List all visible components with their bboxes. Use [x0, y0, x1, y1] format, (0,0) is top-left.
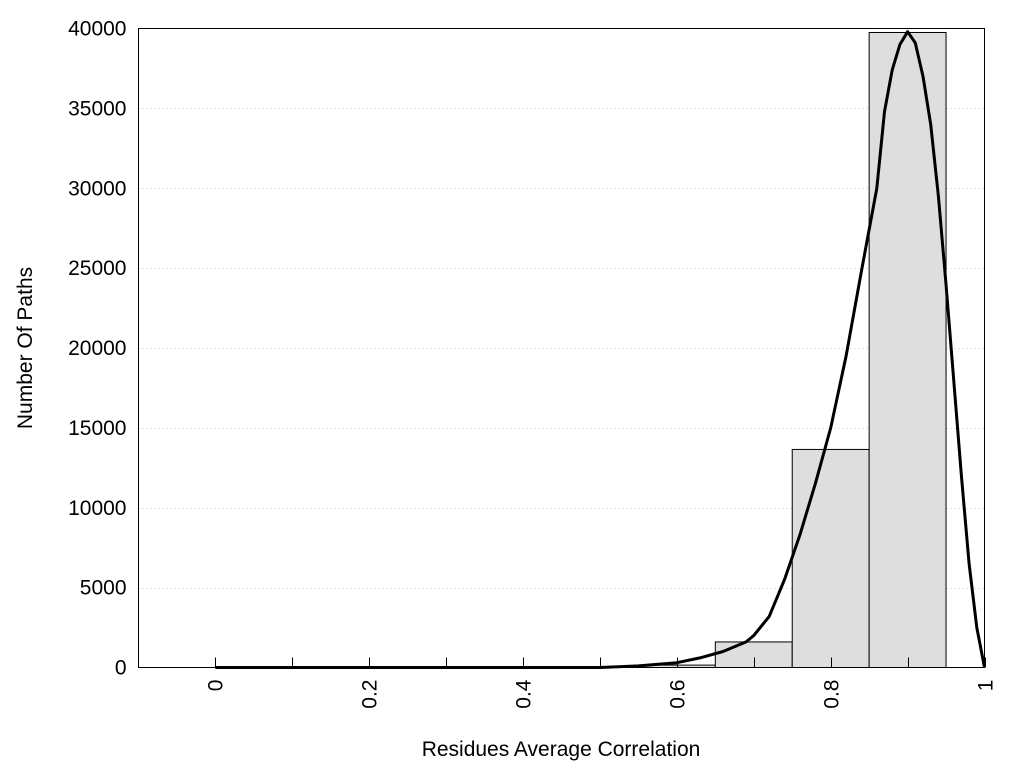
x-tick-label: 0.6 — [667, 680, 690, 709]
x-axis-ticks: 0 0.2 0.4 0.6 0.8 1 — [205, 657, 998, 709]
y-tick-label: 40000 — [68, 18, 126, 41]
x-tick-label: 1 — [975, 680, 998, 692]
y-tick-label: 5000 — [80, 577, 127, 600]
histogram-bar — [868, 31, 947, 668]
fit-curve-layer — [215, 30, 986, 669]
x-tick-label: 0 — [205, 680, 228, 692]
y-axis-label: Number Of Paths — [14, 267, 37, 429]
y-tick-label: 0 — [115, 657, 127, 680]
fit-curve — [215, 30, 986, 669]
y-tick-label: 10000 — [68, 497, 126, 520]
x-tick-label: 0.8 — [821, 680, 844, 709]
plot-frame — [138, 28, 985, 668]
histogram-bars — [214, 31, 947, 669]
y-tick-label: 25000 — [68, 257, 126, 280]
x-axis-label: Residues Average Correlation — [422, 738, 701, 761]
histogram-bar — [791, 448, 870, 668]
y-tick-label: 20000 — [68, 337, 126, 360]
y-tick-label: 15000 — [68, 417, 126, 440]
x-tick-label: 0.4 — [513, 679, 536, 709]
y-tick-label: 35000 — [68, 97, 126, 120]
x-tick-label: 0.2 — [359, 680, 382, 709]
y-axis-ticks: 0 5000 10000 15000 20000 25000 30000 35000 40000 — [68, 18, 126, 680]
y-tick-label: 30000 — [68, 177, 126, 200]
histogram-bar — [714, 641, 793, 669]
